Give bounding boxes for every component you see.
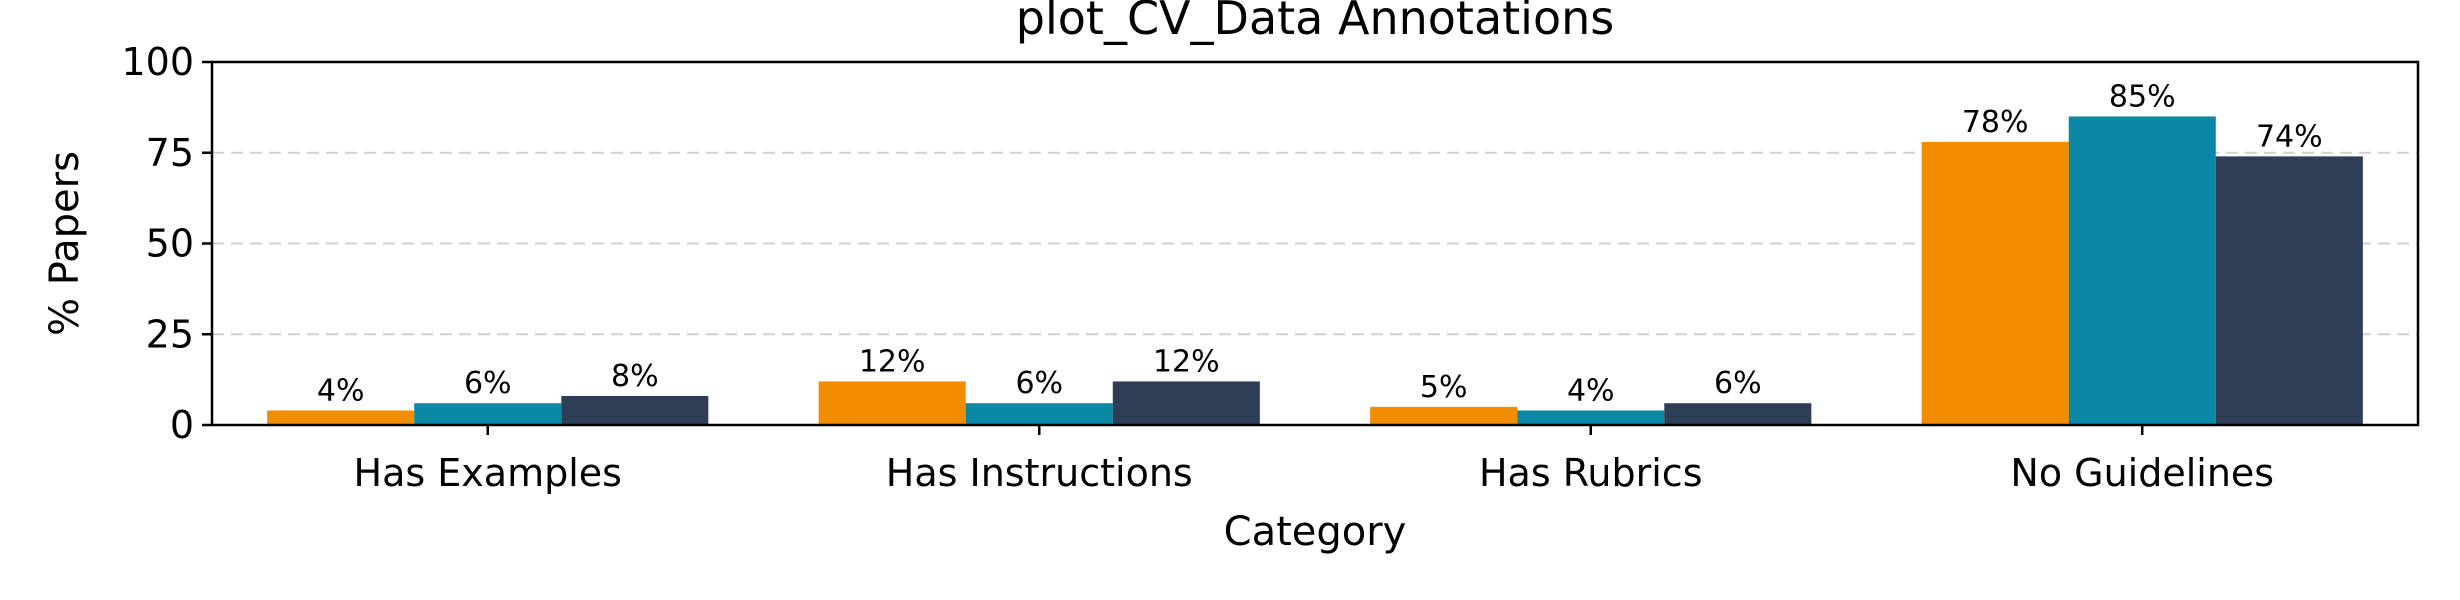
bar [818, 381, 966, 425]
bar [561, 395, 709, 425]
bar-value-label: 4% [1567, 373, 1615, 408]
bar-value-label: 78% [1962, 105, 2029, 140]
bar-value-label: 5% [1420, 370, 1468, 405]
bar [1921, 141, 2069, 426]
bar [414, 403, 562, 425]
bar-value-label: 6% [464, 366, 512, 401]
bar-value-label: 8% [611, 359, 659, 394]
x-tick-label: Has Rubrics [1479, 451, 1703, 495]
chart-title: plot_CV_Data Annotations [1016, 0, 1614, 45]
y-tick-label: 75 [146, 131, 194, 175]
bar [965, 403, 1113, 425]
bars [267, 116, 2363, 426]
y-tick-label: 100 [121, 40, 194, 84]
bar-value-label: 85% [2109, 79, 2176, 114]
bar [1517, 410, 1665, 425]
x-tick-label: Has Instructions [886, 451, 1193, 495]
bar-value-labels: 4% 12% 5% 78% 6% 6% 4% 85% 8% 12% 6% 74% [317, 79, 2323, 408]
bar [267, 410, 415, 425]
bar-value-label: 4% [317, 373, 365, 408]
x-tick-label: Has Examples [354, 451, 622, 495]
bar-value-label: 6% [1714, 366, 1762, 401]
x-tick-label: No Guidelines [2010, 451, 2274, 495]
bar-value-label: 12% [1153, 344, 1220, 379]
bar [1112, 381, 1260, 425]
bar-value-label: 6% [1015, 366, 1063, 401]
y-tick-label: 0 [170, 403, 194, 447]
bar-value-label: 12% [859, 344, 926, 379]
bar-value-label: 74% [2256, 119, 2323, 154]
y-axis-label: % Papers [42, 151, 88, 336]
bar [1370, 406, 1518, 425]
y-tick-label: 50 [146, 222, 194, 266]
bar [1664, 403, 1812, 425]
y-axis: 0 25 50 75 100 [121, 40, 212, 447]
bar [2215, 156, 2363, 425]
y-tick-label: 25 [146, 312, 194, 356]
bar [2068, 116, 2216, 425]
x-axis: Has Examples Has Instructions Has Rubrics N… [354, 425, 2274, 495]
x-axis-label: Category [1224, 509, 1407, 555]
grid-lines [212, 151, 2418, 336]
